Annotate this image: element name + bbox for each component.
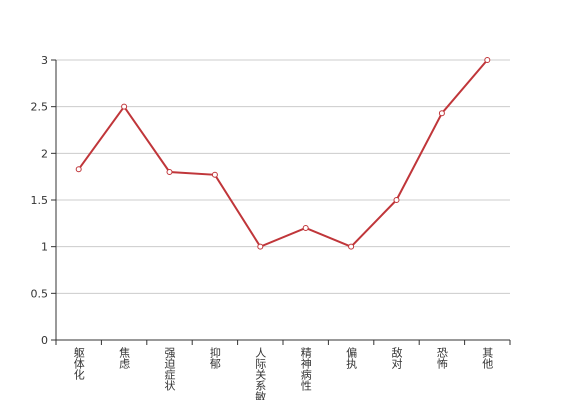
y-tick-label: 2.5 [31, 101, 49, 114]
x-tick-label: 其他 [481, 347, 494, 369]
x-tick-label: 偏执 [345, 346, 358, 370]
point [393, 197, 400, 203]
line [77, 59, 489, 248]
point [257, 243, 264, 250]
x-tick-label: 躯体化 [72, 347, 85, 381]
point [302, 225, 309, 231]
x-tick-label: 人际关系敏感 [254, 347, 267, 400]
point [75, 166, 82, 173]
point [438, 110, 445, 117]
y-tick-label: 2 [41, 147, 48, 160]
y-tick-label: 1 [41, 241, 48, 254]
point [348, 243, 355, 250]
y-tick-label: 3 [41, 54, 48, 67]
x-tick-label: 恐怖 [435, 347, 448, 369]
y-tick-label: 0.5 [31, 287, 49, 300]
y-tick-label: 0 [41, 334, 48, 347]
x-tick-label: 敌对 [390, 346, 403, 369]
point [166, 169, 173, 175]
y-tick-label: 1.5 [31, 194, 49, 207]
x-tick-label: 强迫症状 [163, 347, 176, 391]
x-tick-label: 抑郁 [208, 346, 221, 369]
point [211, 171, 218, 178]
point [484, 57, 491, 63]
x-tick-label: 精神病性 [299, 347, 312, 392]
x-tick-label: 焦虑 [118, 347, 131, 369]
point [121, 103, 128, 110]
